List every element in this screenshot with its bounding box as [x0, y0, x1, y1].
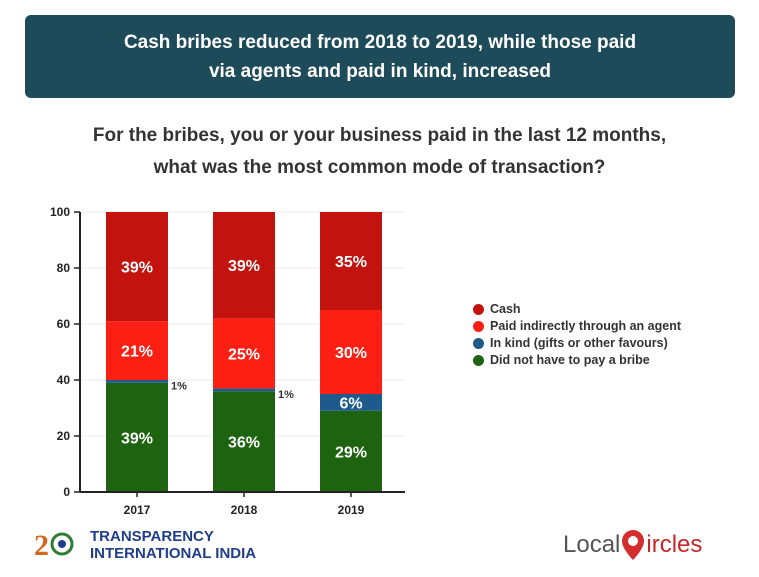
- lc-text-left: Local: [563, 531, 621, 558]
- svg-text:2: 2: [34, 529, 49, 562]
- legend-item-cash: Cash: [473, 302, 521, 316]
- bar-segment: [106, 212, 168, 322]
- x-tick-label: 2017: [124, 503, 151, 517]
- bar-segment: [106, 321, 168, 380]
- location-pin-icon: [622, 530, 645, 560]
- y-tick-label: 40: [57, 373, 71, 387]
- y-tick-label: 0: [63, 485, 70, 499]
- data-label: 39%: [121, 260, 153, 277]
- ti-name-line-1: TRANSPARENCY: [90, 528, 214, 545]
- data-label: 30%: [335, 345, 367, 362]
- legend-dot-icon: [473, 303, 484, 315]
- ti-name-line-2: INTERNATIONAL INDIA: [90, 545, 257, 562]
- question-line-1: For the bribes, you or your business pai…: [92, 125, 667, 146]
- y-tick-label: 20: [57, 429, 71, 443]
- data-label: 39%: [121, 430, 153, 447]
- bar-segment: [213, 212, 275, 319]
- legend-dot-icon: [473, 337, 484, 349]
- bar-segment: [320, 310, 382, 394]
- y-tick-label: 100: [50, 205, 70, 219]
- transparency-international-logo: 2 TRANSPARENCY INTERNATIONAL INDIA: [30, 525, 256, 565]
- bar-segment: [320, 394, 382, 411]
- ti-20-years-logo-icon: 2: [34, 529, 74, 562]
- bar-segment: [106, 382, 168, 492]
- y-tick-label: 80: [57, 261, 71, 275]
- stacked-bar-chart: 0 20 40 60 80 100 39% 1% 21% 39% 2017 36% 1% 25% 39% 20…: [50, 205, 405, 517]
- data-label: 25%: [228, 346, 260, 363]
- data-label: 35%: [335, 254, 367, 271]
- legend-item-no-bribe: Did not have to pay a bribe: [473, 353, 650, 367]
- survey-question: For the bribes, you or your business pai…: [0, 120, 759, 184]
- bar-segment: [213, 388, 275, 392]
- bar-segment: [106, 380, 168, 383]
- x-tick-label: 2018: [231, 503, 258, 517]
- legend-label: Cash: [490, 302, 521, 316]
- data-label: 6%: [339, 395, 362, 412]
- bar-segment: [320, 212, 382, 310]
- x-tick-label: 2019: [338, 503, 365, 517]
- legend-dot-icon: [473, 320, 484, 332]
- y-tick-label: 60: [57, 317, 71, 331]
- bar-segment: [213, 391, 275, 492]
- legend-item-in-kind: In kind (gifts or other favours): [473, 336, 668, 350]
- data-label: 1%: [278, 389, 294, 401]
- legend-label: In kind (gifts or other favours): [490, 336, 668, 350]
- data-label: 21%: [121, 344, 153, 361]
- bar-segment: [320, 410, 382, 492]
- bar-segment: [213, 318, 275, 389]
- legend-label: Paid indirectly through an agent: [490, 319, 681, 333]
- legend-dot-icon: [473, 354, 484, 366]
- lc-text-right: ircles: [646, 531, 703, 558]
- data-label: 39%: [228, 258, 260, 275]
- data-label: 36%: [228, 435, 260, 452]
- title-banner: Cash bribes reduced from 2018 to 2019, w…: [25, 15, 735, 98]
- legend-label: Did not have to pay a bribe: [490, 353, 650, 367]
- localcircles-logo: Local ircles: [563, 528, 702, 562]
- title-line-1: Cash bribes reduced from 2018 to 2019, w…: [123, 31, 637, 53]
- title-line-2: via agents and paid in kind, increased: [208, 60, 552, 82]
- question-line-2: what was the most common mode of transac…: [153, 157, 606, 178]
- data-label: 1%: [171, 380, 187, 392]
- legend-item-agent: Paid indirectly through an agent: [473, 319, 681, 333]
- data-label: 29%: [335, 444, 367, 461]
